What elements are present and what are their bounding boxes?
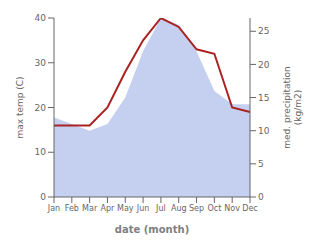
svg-text:25: 25 [258,26,269,36]
svg-text:Feb: Feb [65,204,79,213]
svg-text:Jan: Jan [47,204,60,213]
svg-text:Jun: Jun [136,204,150,213]
svg-text:10: 10 [35,147,47,157]
svg-text:Jul: Jul [155,204,166,213]
svg-text:May: May [117,204,134,213]
svg-text:20: 20 [258,60,270,70]
svg-text:Dec: Dec [242,204,257,213]
svg-text:5: 5 [258,159,264,169]
svg-text:Apr: Apr [101,204,116,213]
svg-text:Mar: Mar [82,204,98,213]
svg-text:med. precipitation(kg/m2): med. precipitation(kg/m2) [282,66,303,148]
svg-text:10: 10 [258,126,270,136]
svg-text:0: 0 [258,192,264,202]
svg-text:40: 40 [35,13,47,23]
svg-text:Oct: Oct [207,204,221,213]
svg-text:Aug: Aug [171,204,187,213]
svg-text:date (month): date (month) [115,224,189,235]
svg-text:max temp (C): max temp (C) [15,76,25,138]
svg-text:20: 20 [35,103,47,113]
svg-text:Nov: Nov [224,204,240,213]
svg-text:Sep: Sep [189,204,204,213]
svg-text:30: 30 [35,58,47,68]
svg-text:0: 0 [40,192,46,202]
svg-text:15: 15 [258,93,269,103]
